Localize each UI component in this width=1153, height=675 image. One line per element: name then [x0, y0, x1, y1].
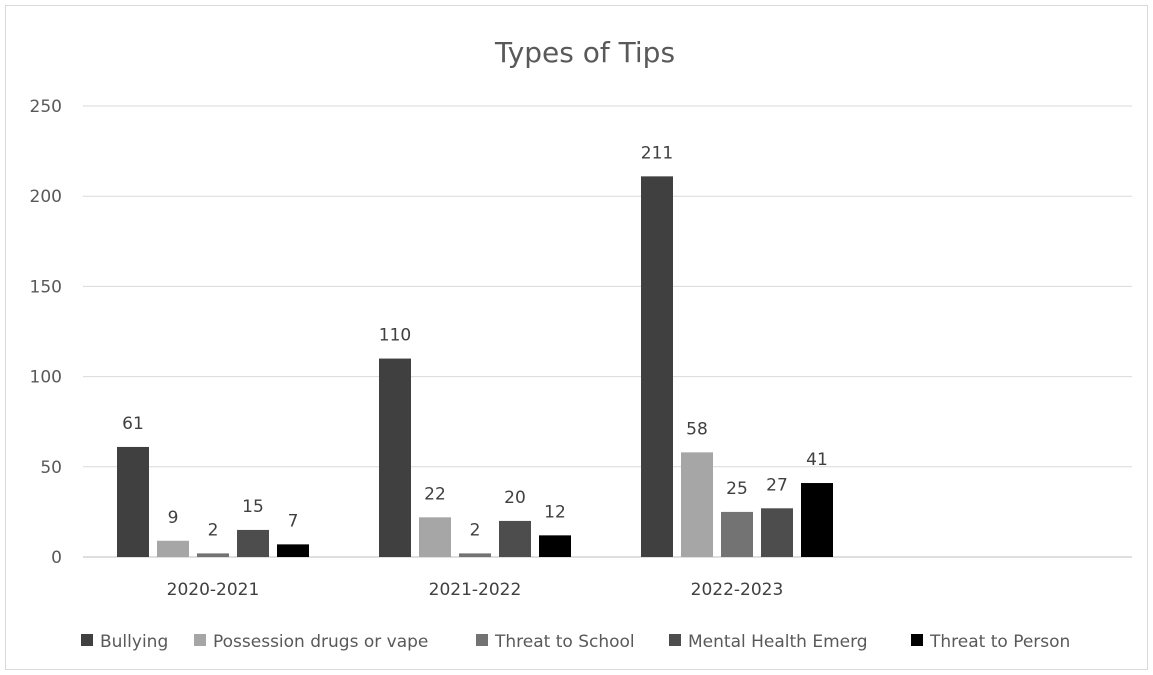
bar — [117, 446, 149, 557]
bar — [197, 553, 229, 557]
y-axis: 0 50 100 150 200 250 — [30, 97, 62, 568]
bar — [499, 520, 531, 557]
legend-label: Threat to School — [494, 632, 635, 652]
legend-label: Bullying — [100, 632, 168, 652]
data-label: 211 — [641, 143, 673, 163]
bar — [459, 553, 491, 557]
legend-label: Mental Health Emerg — [688, 632, 868, 652]
data-label: 12 — [544, 502, 566, 522]
x-axis: 2020-2021 2021-2022 2022-2023 — [167, 580, 784, 600]
legend-label: Threat to Person — [929, 632, 1070, 652]
x-tick-label: 2020-2021 — [167, 580, 260, 600]
data-label: 41 — [806, 450, 828, 470]
data-label: 110 — [379, 326, 411, 346]
x-tick-label: 2021-2022 — [429, 580, 522, 600]
data-label: 20 — [504, 488, 526, 508]
data-label: 25 — [726, 479, 748, 499]
chart-title: Types of Tips — [494, 36, 675, 69]
legend-swatch — [476, 634, 488, 646]
data-label: 9 — [168, 508, 179, 528]
legend: Bullying Possession drugs or vape Threat t… — [81, 632, 1070, 652]
legend-swatch — [911, 634, 923, 646]
chart-frame — [5, 5, 1148, 670]
bar — [277, 544, 309, 557]
bar — [721, 511, 753, 557]
y-tick-label: 150 — [30, 277, 62, 297]
legend-swatch — [669, 634, 681, 646]
bar — [761, 508, 793, 557]
data-label: 61 — [122, 414, 144, 434]
x-tick-label: 2022-2023 — [691, 580, 784, 600]
bar — [157, 540, 189, 557]
bar — [641, 176, 673, 557]
y-tick-label: 250 — [30, 97, 62, 117]
bar — [237, 529, 269, 557]
bar — [681, 452, 713, 557]
bar — [379, 358, 411, 557]
legend-swatch — [81, 634, 93, 646]
y-tick-label: 200 — [30, 187, 62, 207]
data-label: 27 — [766, 475, 788, 495]
y-tick-label: 0 — [51, 548, 62, 568]
data-label: 15 — [242, 497, 264, 517]
bar — [801, 483, 833, 557]
data-label: 7 — [288, 511, 299, 531]
bar — [419, 517, 451, 557]
y-tick-label: 50 — [40, 458, 62, 478]
gridlines — [83, 105, 1132, 558]
data-label: 2 — [470, 520, 481, 540]
legend-swatch — [194, 634, 206, 646]
y-tick-label: 100 — [30, 368, 62, 388]
data-label: 22 — [424, 484, 446, 504]
data-label: 2 — [208, 520, 219, 540]
legend-label: Possession drugs or vape — [213, 632, 428, 652]
data-label: 58 — [686, 419, 708, 439]
bar — [539, 535, 571, 557]
